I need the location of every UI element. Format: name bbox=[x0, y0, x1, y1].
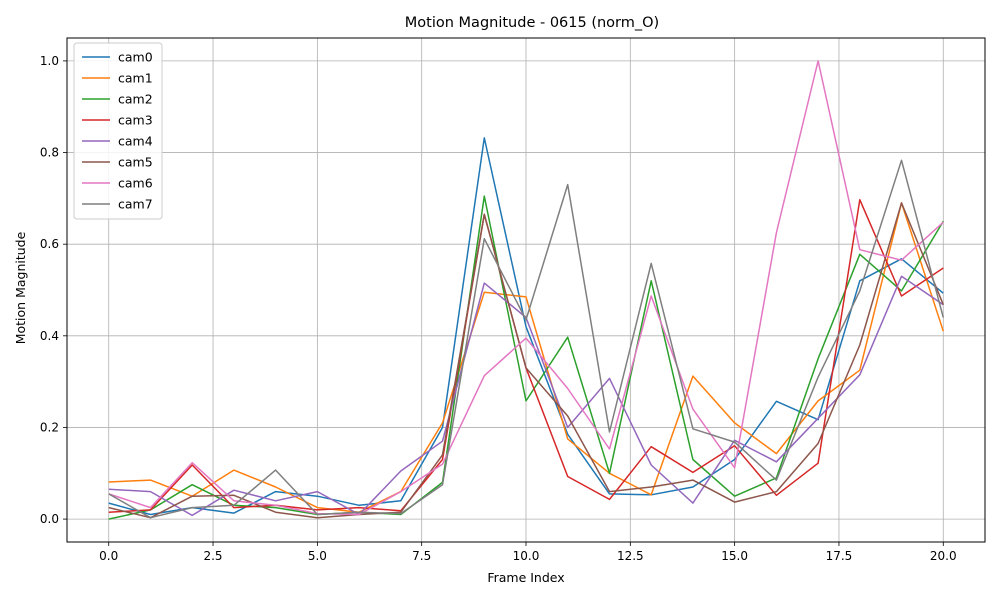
series-line-cam6 bbox=[108, 60, 944, 516]
y-axis-label: Motion Magnitude bbox=[13, 231, 28, 344]
x-tick-label: 5.0 bbox=[308, 549, 327, 563]
y-tick-label: 0.8 bbox=[40, 146, 59, 160]
axis-ticks: 0.0 2.5 5.0 7.5 10.0 12.5 15.0 17.5 20.0 0.0 0.2 0.… bbox=[40, 54, 957, 563]
series-line-cam5 bbox=[108, 202, 944, 519]
x-axis-label: Frame Index bbox=[487, 570, 564, 585]
x-tick-label: 2.5 bbox=[203, 549, 222, 563]
series-line-cam7 bbox=[108, 159, 945, 519]
legend-label-cam6: cam6 bbox=[118, 176, 153, 191]
series-line-cam2 bbox=[108, 195, 944, 520]
y-tick-label: 0.0 bbox=[40, 512, 59, 526]
grid bbox=[67, 38, 985, 542]
legend-label-cam0: cam0 bbox=[118, 50, 153, 65]
series-lines bbox=[108, 60, 945, 520]
legend: cam0 cam1 cam2 cam3 cam4 cam5 cam6 cam7 bbox=[73, 42, 163, 220]
x-tick-label: 20.0 bbox=[930, 549, 957, 563]
x-tick-label: 10.0 bbox=[513, 549, 540, 563]
y-tick-label: 0.2 bbox=[40, 420, 59, 434]
y-tick-label: 1.0 bbox=[40, 54, 59, 68]
x-tick-label: 15.0 bbox=[721, 549, 748, 563]
y-tick-label: 0.6 bbox=[40, 237, 59, 251]
x-tick-label: 7.5 bbox=[412, 549, 431, 563]
x-tick-label: 12.5 bbox=[617, 549, 644, 563]
legend-label-cam7: cam7 bbox=[118, 197, 153, 212]
legend-label-cam1: cam1 bbox=[118, 71, 153, 86]
legend-box bbox=[73, 42, 163, 220]
legend-label-cam4: cam4 bbox=[118, 134, 153, 149]
legend-label-cam2: cam2 bbox=[118, 92, 153, 107]
chart-title: Motion Magnitude - 0615 (norm_O) bbox=[405, 15, 659, 31]
x-tick-label: 0.0 bbox=[99, 549, 118, 563]
legend-label-cam3: cam3 bbox=[118, 113, 153, 128]
series-line-cam1 bbox=[108, 202, 945, 513]
x-tick-label: 17.5 bbox=[826, 549, 853, 563]
legend-label-cam5: cam5 bbox=[118, 155, 153, 170]
y-tick-label: 0.4 bbox=[40, 329, 59, 343]
